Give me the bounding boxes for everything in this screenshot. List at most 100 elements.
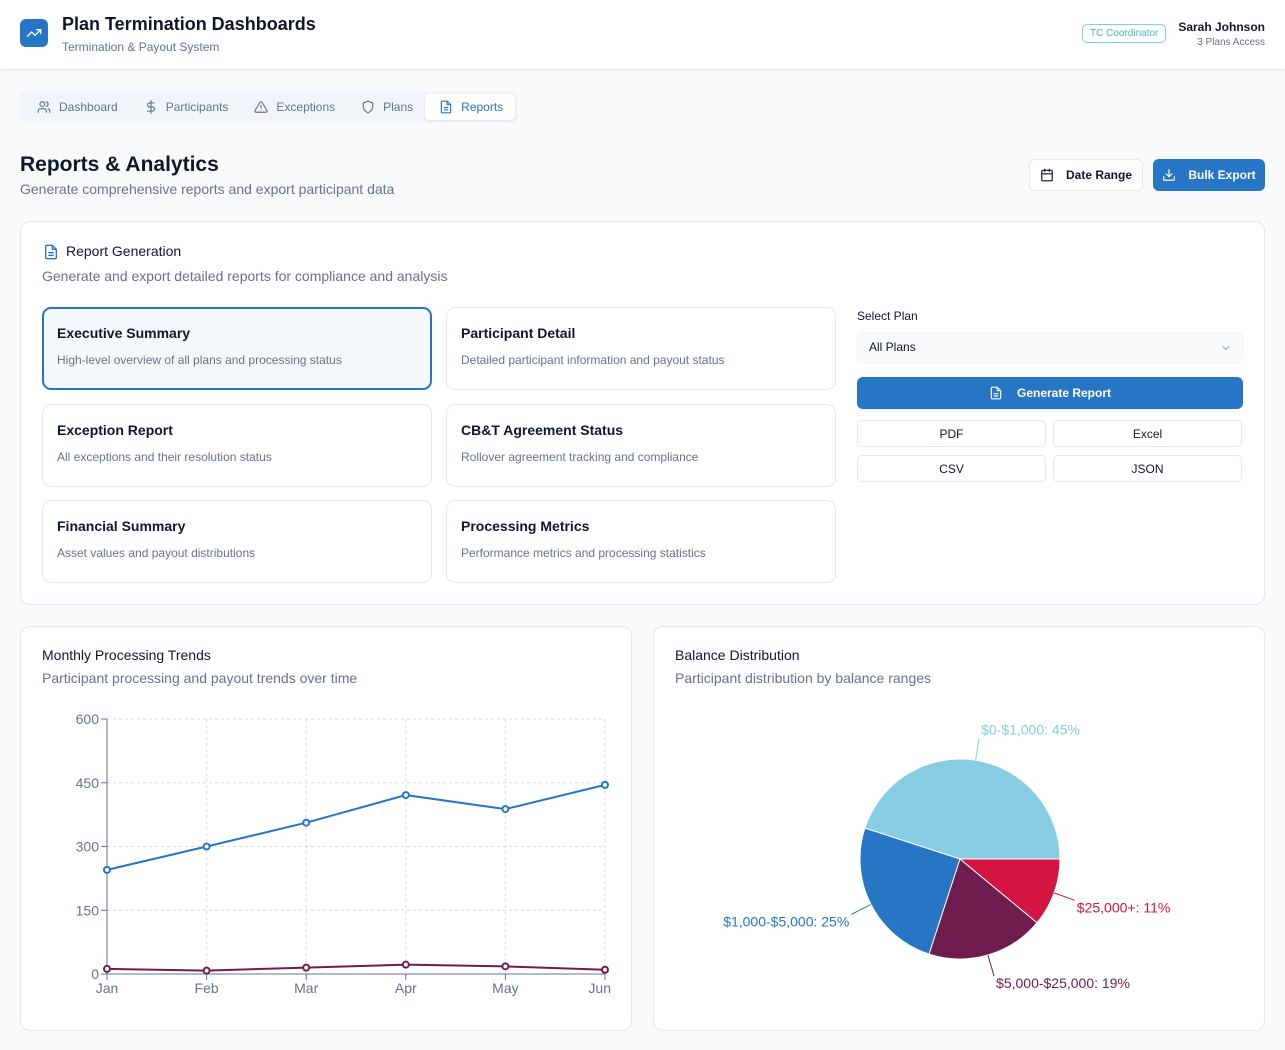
y-tick-label: 300 bbox=[76, 839, 100, 855]
x-tick-label: Apr bbox=[395, 980, 417, 996]
dollar-icon bbox=[146, 100, 155, 114]
report-generation-card: Report Generation Generate and export de… bbox=[20, 221, 1265, 605]
shield-icon bbox=[362, 100, 374, 114]
series-line-processed bbox=[106, 783, 606, 871]
report-type-name: Financial Summary bbox=[57, 518, 186, 534]
data-point bbox=[601, 780, 609, 789]
data-point bbox=[302, 963, 311, 972]
series-line-payouts bbox=[106, 963, 606, 972]
data-point bbox=[103, 964, 111, 973]
user-name[interactable]: Sarah Johnson bbox=[1178, 20, 1265, 34]
tab-exceptions[interactable]: Exceptions bbox=[240, 94, 347, 120]
report-type-name: Participant Detail bbox=[461, 325, 576, 341]
balance-distribution-pie-chart: $0-$1,000: 45% $1,000-$5,000: 25% $5,000-$… bbox=[723, 722, 1171, 992]
app-title: Plan Termination Dashboards bbox=[62, 14, 316, 34]
report-type-name: Exception Report bbox=[57, 422, 173, 438]
document-icon bbox=[440, 100, 452, 114]
data-point bbox=[302, 818, 311, 827]
tab-label: Plans bbox=[383, 100, 414, 114]
data-point bbox=[401, 791, 410, 800]
x-tick-label: Jun bbox=[588, 980, 611, 996]
export-pdf-button[interactable]: PDF bbox=[857, 420, 1046, 447]
select-plan-label: Select Plan bbox=[857, 309, 918, 323]
page-subtitle: Generate comprehensive reports and expor… bbox=[20, 181, 395, 197]
generate-report-label: Generate Report bbox=[1016, 386, 1112, 400]
app-header: Plan Termination Dashboards Termination … bbox=[0, 0, 1285, 70]
export-csv-button[interactable]: CSV bbox=[857, 455, 1046, 482]
report-type-name: Executive Summary bbox=[57, 325, 191, 341]
document-icon bbox=[990, 386, 1002, 400]
monthly-trends-card: Monthly Processing Trends Participant pr… bbox=[20, 626, 632, 1031]
data-point bbox=[501, 962, 510, 971]
report-type-financial-summary[interactable]: Financial Summary Asset values and payou… bbox=[42, 500, 432, 583]
y-tick-label: 150 bbox=[76, 902, 100, 918]
tab-label: Reports bbox=[461, 100, 504, 114]
document-icon bbox=[45, 244, 57, 260]
app-subtitle: Termination & Payout System bbox=[62, 40, 220, 54]
tab-label: Participants bbox=[165, 100, 229, 114]
bulk-export-label: Bulk Export bbox=[1188, 168, 1256, 182]
balance-distribution-subtitle: Participant distribution by balance rang… bbox=[675, 670, 932, 686]
pie-slice-label: $0-$1,000: 45% bbox=[981, 722, 1080, 738]
report-type-desc: All exceptions and their resolution stat… bbox=[57, 450, 272, 464]
report-type-participant-detail[interactable]: Participant Detail Detailed participant … bbox=[446, 307, 836, 390]
data-point bbox=[202, 966, 211, 975]
report-type-desc: Rollover agreement tracking and complian… bbox=[461, 450, 699, 464]
monthly-trends-line-chart: 0 150 300 450 600 Jan Feb Mar Apr May Jun bbox=[76, 711, 611, 996]
pie-slice bbox=[958, 858, 1061, 924]
pie-leader-line bbox=[851, 903, 872, 915]
report-type-executive-summary[interactable]: Executive Summary High-level overview of… bbox=[42, 307, 432, 390]
main-tabs: Dashboard Participants Exceptions Plans … bbox=[20, 91, 519, 123]
pie-slice bbox=[859, 827, 961, 955]
tab-participants[interactable]: Participants bbox=[130, 94, 241, 120]
report-type-exception-report[interactable]: Exception Report All exceptions and thei… bbox=[42, 404, 432, 487]
export-json-button[interactable]: JSON bbox=[1053, 455, 1242, 482]
tab-label: Dashboard bbox=[59, 100, 118, 114]
plan-select[interactable]: All Plans bbox=[857, 332, 1243, 363]
report-type-desc: Performance metrics and processing stati… bbox=[461, 546, 706, 560]
warning-icon bbox=[254, 101, 269, 113]
report-type-desc: Detailed participant information and pay… bbox=[461, 353, 725, 367]
tab-plans[interactable]: Plans bbox=[347, 94, 425, 120]
data-point bbox=[601, 965, 609, 974]
y-tick-label: 450 bbox=[76, 775, 100, 791]
page-title: Reports & Analytics bbox=[20, 153, 219, 176]
calendar-icon bbox=[1041, 168, 1053, 182]
generate-report-button[interactable]: Generate Report bbox=[857, 377, 1243, 409]
x-tick-label: Mar bbox=[294, 980, 318, 996]
report-type-name: Processing Metrics bbox=[461, 518, 590, 534]
download-icon bbox=[1163, 169, 1176, 181]
role-badge: TC Coordinator bbox=[1082, 24, 1167, 43]
monthly-trends-subtitle: Participant processing and payout trends… bbox=[42, 670, 358, 686]
report-type-name: CB&T Agreement Status bbox=[461, 422, 624, 438]
tab-reports[interactable]: Reports bbox=[425, 94, 516, 120]
balance-distribution-title: Balance Distribution bbox=[675, 647, 800, 663]
data-point bbox=[103, 865, 111, 874]
report-type-desc: High-level overview of all plans and pro… bbox=[57, 353, 342, 367]
data-point bbox=[401, 960, 410, 969]
report-type-desc: Asset values and payout distributions bbox=[57, 546, 256, 560]
date-range-button[interactable]: Date Range bbox=[1029, 159, 1143, 191]
export-excel-button[interactable]: Excel bbox=[1053, 420, 1242, 447]
report-generation-title: Report Generation bbox=[66, 243, 182, 259]
report-type-processing-metrics[interactable]: Processing Metrics Performance metrics a… bbox=[446, 500, 836, 583]
pie-slice-label: $25,000+: 11% bbox=[1077, 899, 1171, 915]
data-point bbox=[202, 842, 211, 851]
y-tick-label: 600 bbox=[76, 711, 100, 727]
report-type-cbt-agreement-status[interactable]: CB&T Agreement Status Rollover agreement… bbox=[446, 404, 836, 487]
x-tick-label: Jan bbox=[96, 980, 119, 996]
chevron-down-icon bbox=[1222, 346, 1230, 351]
balance-distribution-card: Balance Distribution Participant distrib… bbox=[653, 626, 1265, 1031]
bulk-export-button[interactable]: Bulk Export bbox=[1153, 159, 1265, 191]
tab-dashboard[interactable]: Dashboard bbox=[23, 94, 130, 120]
x-tick-label: May bbox=[492, 980, 518, 996]
y-tick-label: 0 bbox=[91, 966, 99, 982]
pie-leader-line bbox=[987, 954, 995, 977]
pie-leader-line bbox=[975, 738, 980, 761]
pie-leader-line bbox=[1053, 892, 1075, 901]
users-icon bbox=[37, 101, 51, 113]
trending-up-logo-icon bbox=[20, 19, 48, 47]
data-point bbox=[501, 805, 510, 814]
date-range-label: Date Range bbox=[1065, 168, 1133, 182]
tab-label: Exceptions bbox=[276, 100, 336, 114]
